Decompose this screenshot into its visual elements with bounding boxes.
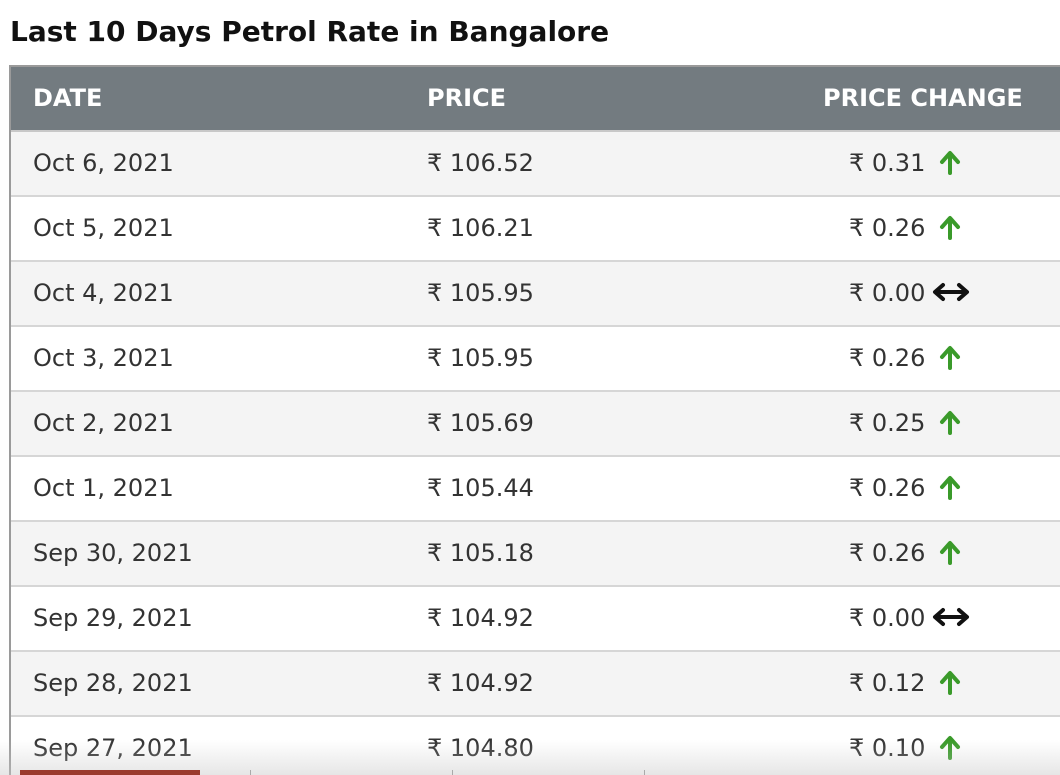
header-date: DATE	[33, 84, 103, 112]
arrow-up-icon	[931, 539, 971, 565]
row-price: ₹ 105.44	[427, 474, 534, 502]
table-row: Oct 3, 2021 ₹ 105.95 ₹ 0.26	[11, 327, 1060, 392]
row-date: Oct 6, 2021	[33, 149, 174, 177]
bottom-tab-active[interactable]	[20, 770, 200, 775]
row-date: Oct 3, 2021	[33, 344, 174, 372]
row-date: Oct 2, 2021	[33, 409, 174, 437]
row-price: ₹ 104.92	[427, 669, 534, 697]
table-row: Oct 6, 2021 ₹ 106.52 ₹ 0.31	[11, 132, 1060, 197]
table-row: Oct 5, 2021 ₹ 106.21 ₹ 0.26	[11, 197, 1060, 262]
row-price-change: ₹ 0.10	[849, 734, 926, 762]
row-date: Oct 1, 2021	[33, 474, 174, 502]
table-header: DATE PRICE PRICE CHANGE	[11, 67, 1060, 132]
row-date: Oct 5, 2021	[33, 214, 174, 242]
arrow-up-icon	[931, 669, 971, 695]
row-price-change: ₹ 0.00	[849, 604, 926, 632]
row-price: ₹ 105.69	[427, 409, 534, 437]
bottom-tab-divider	[452, 770, 453, 775]
table-row: Sep 30, 2021 ₹ 105.18 ₹ 0.26	[11, 522, 1060, 587]
row-price-change: ₹ 0.12	[849, 669, 926, 697]
table-row: Sep 27, 2021 ₹ 104.80 ₹ 0.10	[11, 717, 1060, 775]
row-price: ₹ 106.52	[427, 149, 534, 177]
arrow-up-icon	[931, 149, 971, 175]
row-price-change: ₹ 0.00	[849, 279, 926, 307]
table-row: Oct 1, 2021 ₹ 105.44 ₹ 0.26	[11, 457, 1060, 522]
arrow-left-right-icon	[931, 604, 971, 630]
row-price-change: ₹ 0.26	[849, 539, 926, 567]
row-date: Sep 28, 2021	[33, 669, 193, 697]
table-row: Oct 2, 2021 ₹ 105.69 ₹ 0.25	[11, 392, 1060, 457]
row-price-change: ₹ 0.26	[849, 214, 926, 242]
row-date: Sep 27, 2021	[33, 734, 193, 762]
row-date: Sep 30, 2021	[33, 539, 193, 567]
header-price: PRICE	[427, 84, 507, 112]
petrol-rate-table: DATE PRICE PRICE CHANGE Oct 6, 2021 ₹ 106…	[9, 65, 1060, 775]
arrow-up-icon	[931, 214, 971, 240]
row-date: Oct 4, 2021	[33, 279, 174, 307]
row-price: ₹ 106.21	[427, 214, 534, 242]
row-price: ₹ 105.18	[427, 539, 534, 567]
row-price: ₹ 104.92	[427, 604, 534, 632]
row-price-change: ₹ 0.26	[849, 344, 926, 372]
row-price-change: ₹ 0.31	[849, 149, 926, 177]
row-price-change: ₹ 0.26	[849, 474, 926, 502]
arrow-up-icon	[931, 409, 971, 435]
table-row: Sep 29, 2021 ₹ 104.92 ₹ 0.00	[11, 587, 1060, 652]
arrow-up-icon	[931, 344, 971, 370]
bottom-tab-strip	[20, 770, 1060, 775]
row-price: ₹ 105.95	[427, 344, 534, 372]
arrow-up-icon	[931, 734, 971, 760]
arrow-left-right-icon	[931, 279, 971, 305]
page-title: Last 10 Days Petrol Rate in Bangalore	[10, 15, 610, 48]
arrow-up-icon	[931, 474, 971, 500]
row-price: ₹ 104.80	[427, 734, 534, 762]
row-price: ₹ 105.95	[427, 279, 534, 307]
header-price-change: PRICE CHANGE	[823, 84, 1023, 112]
bottom-tab-divider	[250, 770, 251, 775]
row-date: Sep 29, 2021	[33, 604, 193, 632]
row-price-change: ₹ 0.25	[849, 409, 926, 437]
bottom-tab-divider	[644, 770, 645, 775]
table-body: Oct 6, 2021 ₹ 106.52 ₹ 0.31 Oct 5, 2021 ₹ 10…	[11, 132, 1060, 775]
table-row: Oct 4, 2021 ₹ 105.95 ₹ 0.00	[11, 262, 1060, 327]
table-row: Sep 28, 2021 ₹ 104.92 ₹ 0.12	[11, 652, 1060, 717]
